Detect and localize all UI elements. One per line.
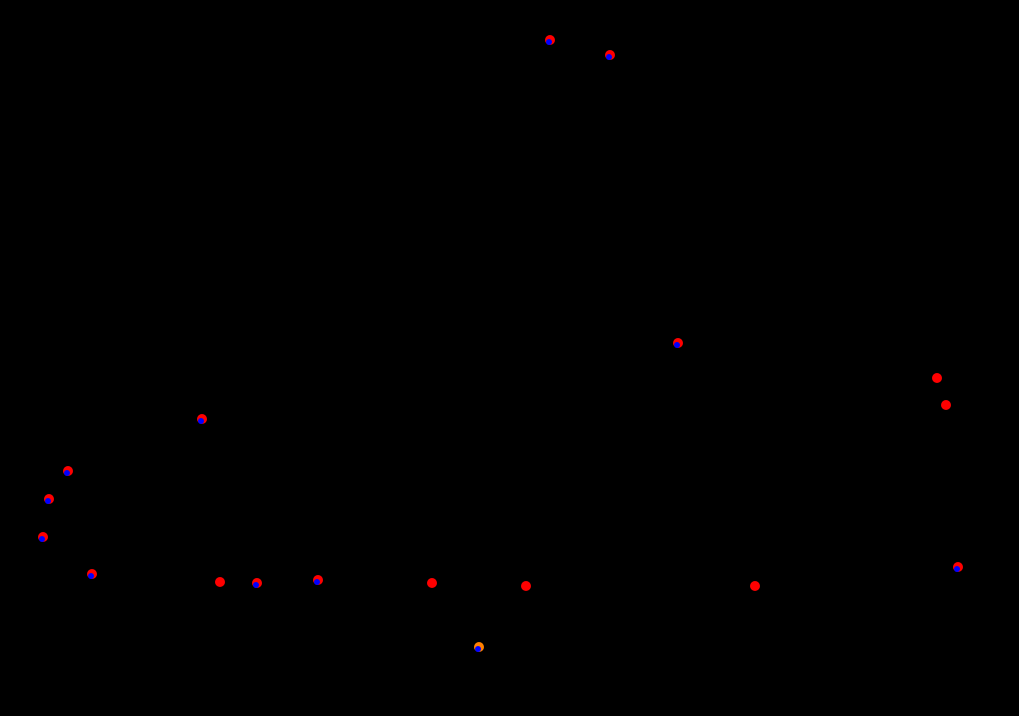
blue-layer-point [253, 582, 259, 588]
blue-layer-point [45, 498, 51, 504]
red-layer-point [941, 400, 951, 410]
blue-layer-point [88, 573, 94, 579]
blue-layer-point [674, 342, 680, 348]
scatter-plot [0, 0, 1019, 716]
blue-layer-point [606, 54, 612, 60]
red-layer-point [932, 373, 942, 383]
red-layer-point [750, 581, 760, 591]
orange-blue-overlay-point [475, 646, 481, 652]
red-layer-point [521, 581, 531, 591]
blue-layer-point [546, 39, 552, 45]
blue-layer-point [954, 566, 960, 572]
blue-layer-point [314, 579, 320, 585]
red-layer-point [427, 578, 437, 588]
red-layer-point [215, 577, 225, 587]
blue-layer-point [64, 470, 70, 476]
blue-layer-point [39, 536, 45, 542]
blue-layer-point [198, 418, 204, 424]
